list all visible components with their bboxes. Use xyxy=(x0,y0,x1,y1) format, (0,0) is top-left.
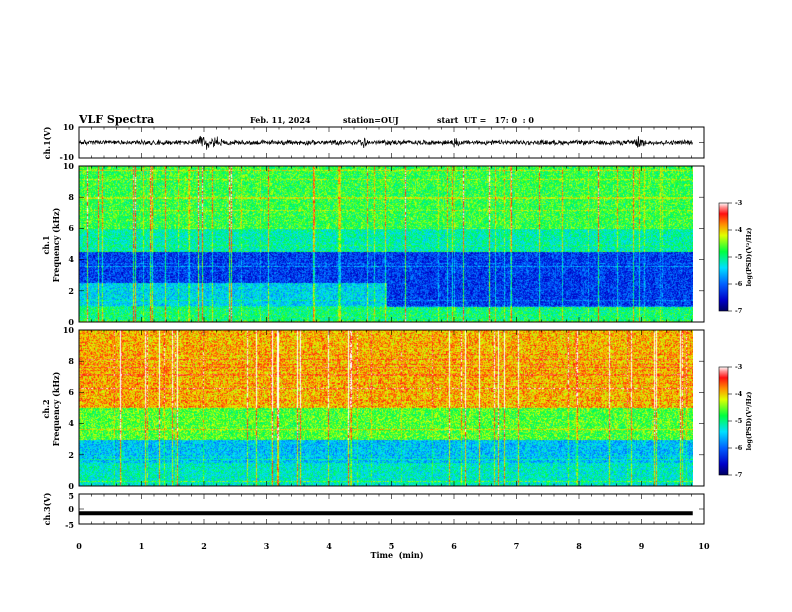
time-axis: 0 1 2 3 4 5 6 7 8 9 10 Time (min) xyxy=(76,541,710,560)
xtick-6: 6 xyxy=(451,541,457,551)
ch2-colorbar: -3 -4 -5 -6 -7 log(PSD)(V²/Hz) xyxy=(718,363,753,479)
ch1-waveform-panel: 10 -10 ch.1(V) xyxy=(42,122,705,162)
ch3-ytick-0: 0 xyxy=(68,504,74,514)
xtick-5: 5 xyxy=(389,541,395,551)
ch2-spec-ytick-8: 8 xyxy=(68,356,74,366)
ch2-spec-ytick-2: 2 xyxy=(68,450,74,460)
ch1-spec-ylabel-channel: ch.1 xyxy=(41,235,51,254)
ch1-waveform-trace xyxy=(78,135,694,150)
ch1-spec-ytick-4: 4 xyxy=(68,254,74,264)
ch2-colorbar-ticks xyxy=(728,366,732,476)
ch2-spectrogram-panel: 10 8 6 4 2 0 ch.2 Frequency (kHz) xyxy=(41,325,705,491)
ch2-spec-ytick-6: 6 xyxy=(68,387,74,397)
xtick-9: 9 xyxy=(639,541,645,551)
ch2-spectrogram-heatmap xyxy=(79,330,693,486)
ch1-cbar-tick-m3: -3 xyxy=(735,199,743,207)
xtick-3: 3 xyxy=(264,541,270,551)
ch1-spectrogram-panel: 10 8 6 4 2 0 ch.1 Frequency (kHz) xyxy=(41,161,705,327)
ch1-cbar-tick-m5: -5 xyxy=(735,253,743,261)
xtick-0: 0 xyxy=(76,541,82,551)
ch3-ytick-m5: -5 xyxy=(65,520,74,530)
station-label: station=OUJ xyxy=(343,115,399,125)
ch1-cbar-tick-m7: -7 xyxy=(735,307,742,315)
ch2-cbar-tick-m4: -4 xyxy=(735,390,743,398)
ch2-spec-ylabel-frequency: Frequency (kHz) xyxy=(51,371,61,446)
ch1-wave-ytick-top: 10 xyxy=(63,122,75,132)
xtick-1: 1 xyxy=(139,541,145,551)
ch3-waveform-ticks xyxy=(78,493,705,525)
ch1-waveform-ticks xyxy=(78,126,705,159)
figure-title: VLF Spectra xyxy=(78,113,154,126)
ch1-colorbar: -3 -4 -5 -6 -7 log(PSD)(V²/Hz) xyxy=(718,199,753,315)
ch2-colorbar-scale xyxy=(718,366,729,476)
ch1-spec-ytick-10: 10 xyxy=(63,161,75,171)
x-axis-label: Time (min) xyxy=(370,550,423,560)
ch1-cbar-tick-m6: -6 xyxy=(735,280,743,288)
xtick-7: 7 xyxy=(514,541,520,551)
ch1-colorbar-scale xyxy=(718,202,729,312)
ch1-colorbar-label: log(PSD)(V²/Hz) xyxy=(745,228,753,287)
ch3-ylabel: ch.3(V) xyxy=(42,492,52,525)
ch1-colorbar-ticks xyxy=(728,202,732,312)
ch2-colorbar-label: log(PSD)(V²/Hz) xyxy=(745,392,753,451)
ch1-spectrogram-heatmap xyxy=(79,166,693,322)
ch2-spec-ytick-0: 0 xyxy=(68,481,74,491)
date-label: Feb. 11, 2024 xyxy=(250,115,311,125)
ch1-wave-ytick-bottom: -10 xyxy=(60,152,75,162)
xtick-10: 10 xyxy=(698,541,710,551)
ch3-ytick-5: 5 xyxy=(68,491,74,501)
ch2-cbar-tick-m5: -5 xyxy=(735,417,743,425)
ch1-wave-ylabel: ch.1(V) xyxy=(42,126,52,159)
ch1-spectrogram-ticks xyxy=(78,165,705,323)
ch1-spec-ytick-2: 2 xyxy=(68,286,74,296)
ch1-spec-ytick-8: 8 xyxy=(68,192,74,202)
ch2-cbar-tick-m6: -6 xyxy=(735,444,743,452)
ch2-cbar-tick-m7: -7 xyxy=(735,471,742,479)
ch2-cbar-tick-m3: -3 xyxy=(735,363,743,371)
ch2-spectrogram-ticks xyxy=(78,329,705,487)
ch3-waveform-panel: 5 0 -5 ch.3(V) xyxy=(42,491,705,530)
ch1-spec-ylabel-frequency: Frequency (kHz) xyxy=(51,207,61,282)
ch2-spec-ytick-4: 4 xyxy=(68,418,74,428)
start-time-label: start UT = 17: 0 : 0 xyxy=(437,115,534,125)
ch1-cbar-tick-m4: -4 xyxy=(735,226,743,234)
xtick-2: 2 xyxy=(201,541,207,551)
ch2-spec-ytick-10: 10 xyxy=(63,325,75,335)
ch2-spec-ylabel-channel: ch.2 xyxy=(41,399,51,418)
xtick-8: 8 xyxy=(576,541,582,551)
ch1-spec-ytick-0: 0 xyxy=(68,317,74,327)
ch1-spec-ytick-6: 6 xyxy=(68,223,74,233)
xtick-4: 4 xyxy=(326,541,332,551)
